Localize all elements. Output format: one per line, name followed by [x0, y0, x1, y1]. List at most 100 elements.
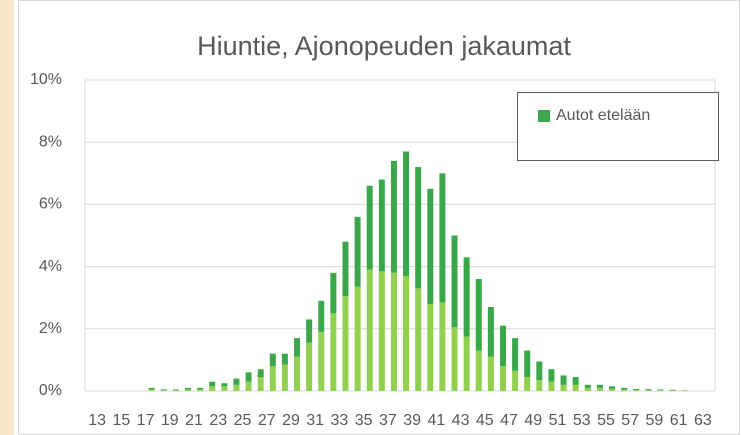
bar-segment [439, 302, 446, 391]
x-tick-label: 47 [500, 412, 518, 429]
bar-segment [342, 241, 349, 297]
bar-segment [415, 288, 422, 391]
bar-segment [233, 384, 240, 391]
x-tick-label: 31 [306, 412, 324, 429]
x-tick-label: 59 [646, 412, 664, 429]
bar-segment [354, 286, 361, 391]
bar-segment [633, 390, 640, 391]
x-tick-label: 13 [88, 412, 106, 429]
x-tick-label: 63 [694, 412, 712, 429]
bar-segment [572, 384, 579, 391]
bar-segment [487, 356, 494, 391]
bar-segment [160, 390, 167, 391]
x-tick-label: 29 [282, 412, 300, 429]
bar-segment [294, 338, 301, 357]
bar-segment [475, 279, 482, 351]
bar-segment [427, 303, 434, 391]
bar-segment [209, 386, 216, 391]
bar-segment [245, 381, 252, 391]
bar-segment [269, 353, 276, 367]
bar-segment [233, 378, 240, 385]
x-tick-label: 21 [185, 412, 203, 429]
bar-segment [160, 389, 167, 391]
bar-segment [536, 380, 543, 391]
x-tick-label: 35 [355, 412, 373, 429]
bar-segment [584, 384, 591, 388]
chart-title: Hiuntie, Ajonopeuden jakaumat [197, 31, 571, 61]
bar-segment [306, 342, 313, 391]
y-tick-label: 0% [39, 382, 62, 399]
bar-segment [172, 389, 179, 391]
y-tick-label: 8% [39, 133, 62, 150]
bar-segment [560, 384, 567, 391]
bar-segment [366, 269, 373, 391]
bar-segment [221, 383, 228, 387]
bar-segment [439, 173, 446, 303]
x-tick-label: 51 [549, 412, 567, 429]
bar-segment [184, 387, 191, 390]
bar-segment [403, 151, 410, 276]
bar-segment [415, 167, 422, 289]
bar-segment [378, 179, 385, 272]
bar-segment [221, 386, 228, 391]
bar-segment [524, 377, 531, 391]
bar-segment [645, 389, 652, 391]
bar-segment [281, 364, 288, 391]
bar-segment [330, 313, 337, 391]
bar-segment [609, 386, 616, 389]
y-tick-label: 6% [39, 196, 62, 213]
bar-segment [463, 257, 470, 337]
bar-segment [596, 387, 603, 391]
bar-segment [560, 375, 567, 385]
bar-segment [306, 319, 313, 343]
legend-swatch [538, 110, 550, 122]
window-edge [0, 0, 14, 435]
bar-segment [172, 390, 179, 391]
x-tick-label: 33 [331, 412, 349, 429]
bar-segment [669, 389, 676, 391]
bar-segment [596, 384, 603, 388]
bar-segment [512, 338, 519, 371]
bar-segment [657, 390, 664, 391]
bar-segment [318, 331, 325, 391]
x-tick-label: 57 [621, 412, 639, 429]
bar-segment [390, 160, 397, 273]
bar-segment [245, 372, 252, 382]
bar-segment [197, 387, 204, 390]
bar-segment [427, 188, 434, 304]
bar-segment [390, 272, 397, 391]
bar-segment [572, 377, 579, 385]
x-tick-label: 17 [137, 412, 155, 429]
bar-segment [669, 390, 676, 391]
bar-segment [269, 366, 276, 391]
bar-segment [475, 350, 482, 391]
bar-segment [257, 369, 264, 378]
bar-segment [621, 389, 628, 391]
bar-segment [536, 361, 543, 381]
x-tick-label: 15 [112, 412, 130, 429]
x-tick-label: 53 [573, 412, 591, 429]
bar-segment [378, 271, 385, 391]
bar-segment [512, 370, 519, 391]
bar-segment [584, 387, 591, 391]
legend-box [517, 92, 719, 161]
bar-segment [318, 300, 325, 332]
x-tick-label: 43 [452, 412, 470, 429]
bar-segment [633, 389, 640, 391]
bar-segment [548, 381, 555, 391]
x-tick-label: 25 [234, 412, 252, 429]
bar-segment [609, 388, 616, 391]
bar-segment [366, 185, 373, 270]
bar-segment [197, 389, 204, 391]
bar-segment [524, 350, 531, 378]
bar-segment [281, 353, 288, 365]
x-tick-label: 37 [379, 412, 397, 429]
bar-segment [148, 389, 155, 391]
bar-segment [209, 381, 216, 387]
y-tick-label: 2% [39, 320, 62, 337]
bar-segment [148, 387, 155, 390]
x-tick-label: 61 [670, 412, 688, 429]
bar-segment [451, 235, 458, 328]
x-tick-label: 19 [161, 412, 179, 429]
